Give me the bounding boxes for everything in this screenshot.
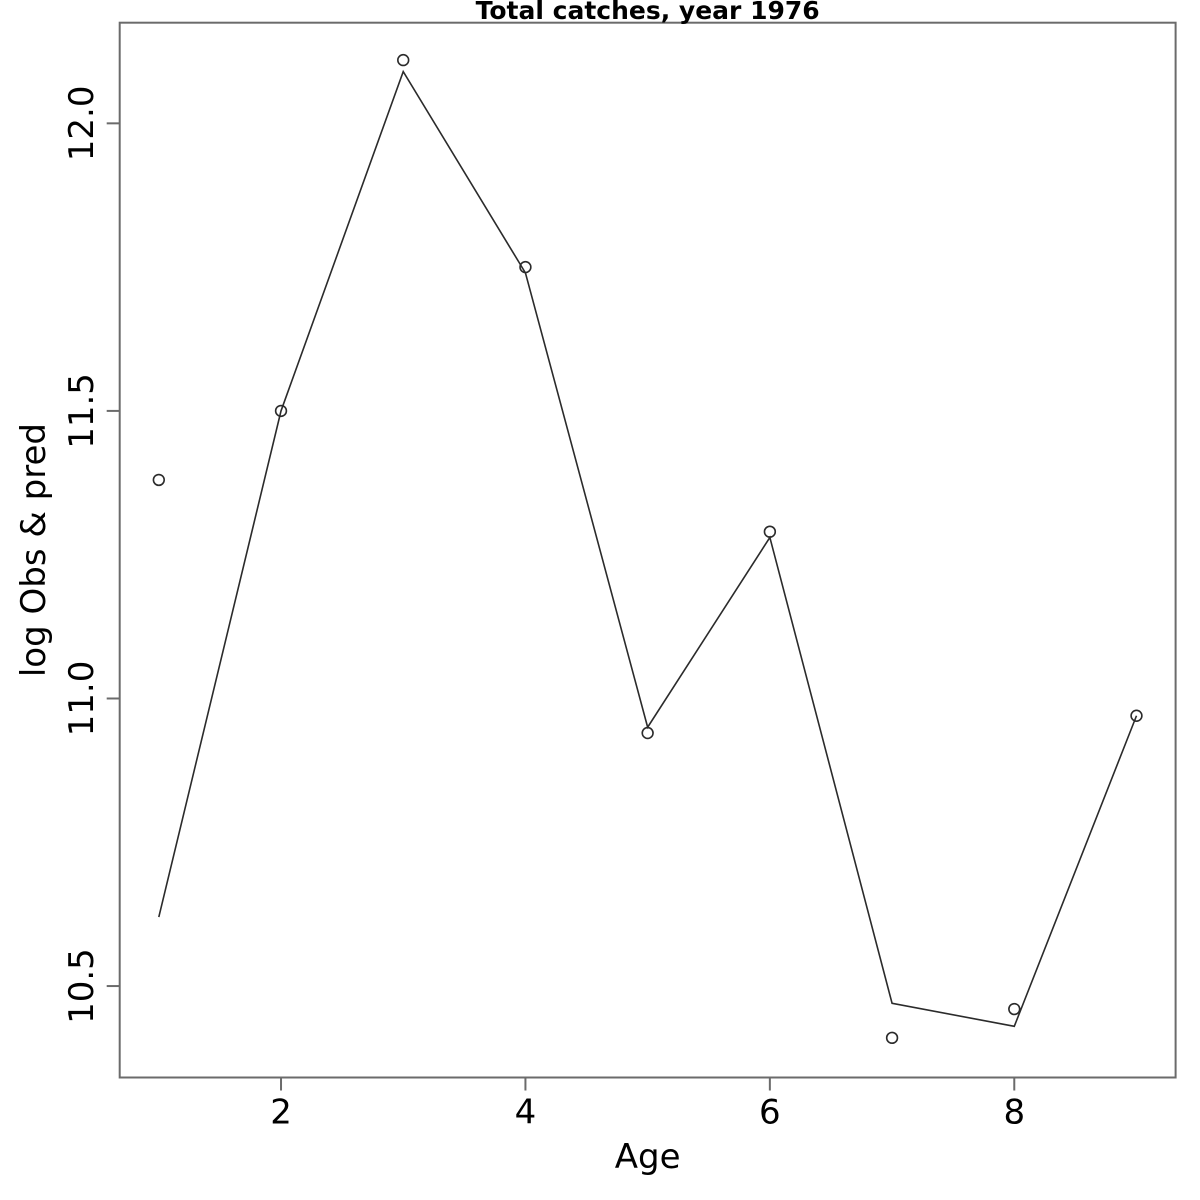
observed-point bbox=[885, 1031, 899, 1045]
observed-point bbox=[274, 404, 288, 418]
y-tick-label: 12.0 bbox=[62, 85, 102, 161]
y-axis-label: log Obs & pred bbox=[14, 423, 54, 677]
predicted-line bbox=[158, 69, 1138, 1028]
y-axis: 10.5 11.0 11.5 12.0 bbox=[62, 85, 120, 1024]
observed-point bbox=[397, 53, 410, 67]
observed-point bbox=[1130, 709, 1143, 722]
observed-point bbox=[519, 260, 532, 274]
observed-point bbox=[1008, 1002, 1021, 1016]
plot-box bbox=[118, 21, 1177, 1079]
observed-point bbox=[641, 726, 654, 740]
x-tick-label: 6 bbox=[759, 1093, 781, 1133]
chart-title: Total catches, year 1976 bbox=[476, 0, 820, 25]
y-tick-label: 11.0 bbox=[62, 661, 102, 737]
x-tick-label: 8 bbox=[1003, 1093, 1025, 1133]
x-axis: 2 4 6 8 bbox=[270, 1077, 1025, 1133]
y-tick-label: 10.5 bbox=[62, 948, 102, 1024]
observed-points bbox=[152, 53, 1143, 1045]
x-tick-label: 4 bbox=[515, 1093, 537, 1133]
observed-point bbox=[152, 473, 166, 487]
x-axis-label: Age bbox=[615, 1137, 681, 1177]
y-tick-label: 11.5 bbox=[62, 373, 102, 449]
observed-point bbox=[763, 525, 777, 538]
x-tick-label: 2 bbox=[270, 1093, 292, 1133]
